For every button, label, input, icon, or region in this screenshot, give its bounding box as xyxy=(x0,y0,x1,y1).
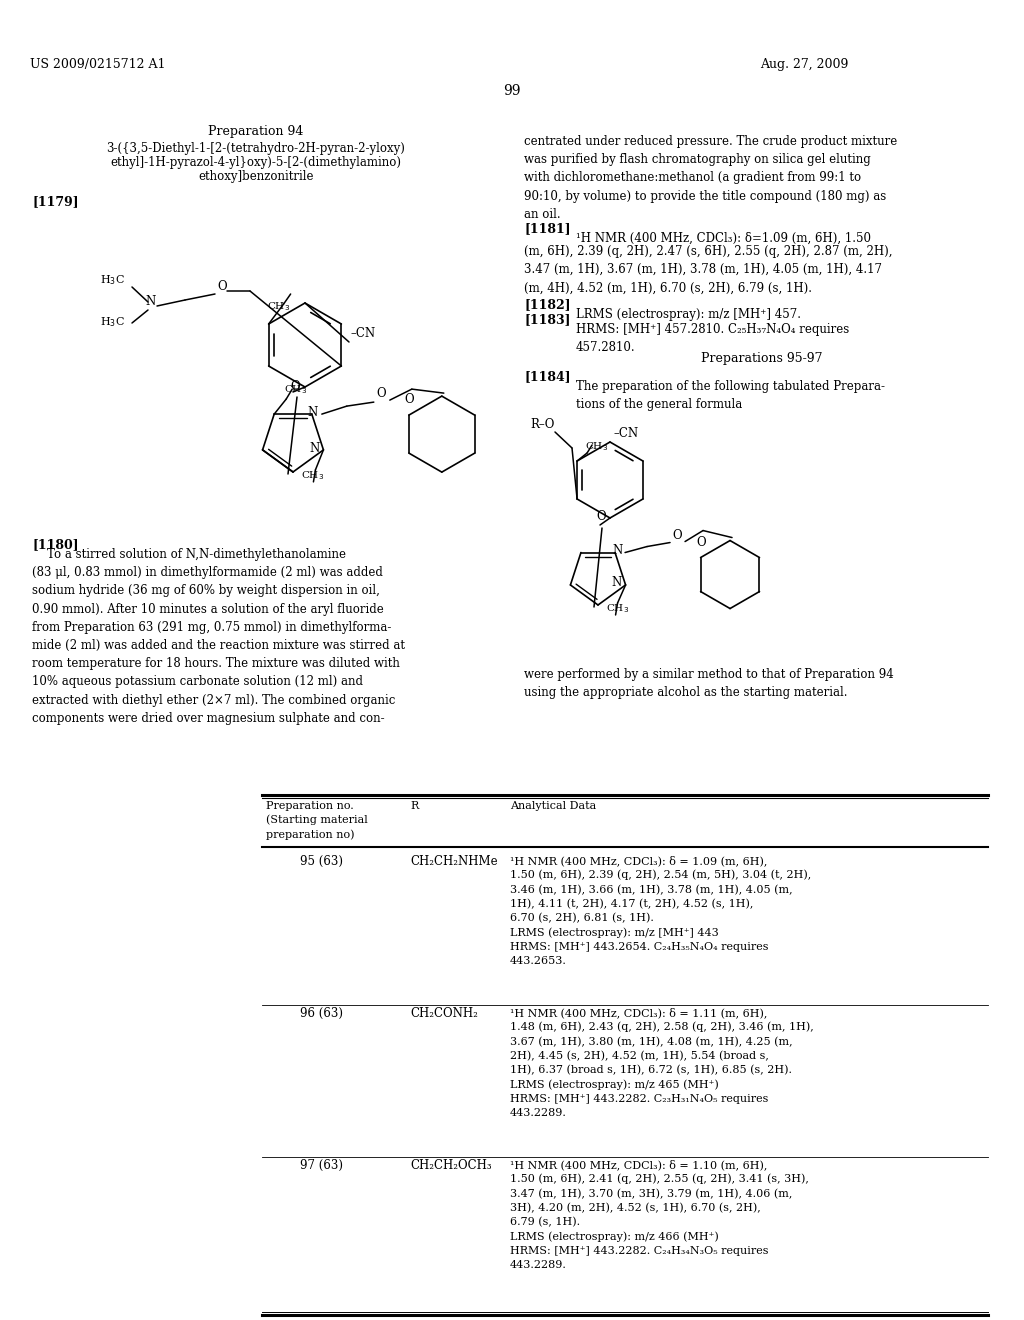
Text: CH$_3$: CH$_3$ xyxy=(285,383,307,396)
Text: CH₂CH₂OCH₃: CH₂CH₂OCH₃ xyxy=(410,1159,492,1172)
Text: 99: 99 xyxy=(503,84,521,98)
Text: R: R xyxy=(410,801,418,810)
Text: were performed by a similar method to that of Preparation 94
using the appropria: were performed by a similar method to th… xyxy=(524,668,894,700)
Text: –CN: –CN xyxy=(350,327,375,341)
Text: 96 (63): 96 (63) xyxy=(299,1007,342,1020)
Text: H$_3$C: H$_3$C xyxy=(100,273,125,286)
Text: N: N xyxy=(308,407,318,420)
Text: CH$_3$: CH$_3$ xyxy=(605,602,629,615)
Text: O: O xyxy=(217,280,226,293)
Text: –CN: –CN xyxy=(613,426,638,440)
Text: Preparation no.
(Starting material
preparation no): Preparation no. (Starting material prepa… xyxy=(266,801,368,840)
Text: ¹H NMR (400 MHz, CDCl₃): δ=1.09 (m, 6H), 1.50: ¹H NMR (400 MHz, CDCl₃): δ=1.09 (m, 6H),… xyxy=(575,232,871,246)
Text: [1180]: [1180] xyxy=(32,539,79,550)
Text: ¹H NMR (400 MHz, CDCl₃): δ = 1.10 (m, 6H),
1.50 (m, 6H), 2.41 (q, 2H), 2.55 (q, : ¹H NMR (400 MHz, CDCl₃): δ = 1.10 (m, 6H… xyxy=(510,1159,809,1270)
Text: [1181]: [1181] xyxy=(524,222,570,235)
Text: N: N xyxy=(145,294,156,308)
Text: CH₂CH₂NHMe: CH₂CH₂NHMe xyxy=(410,855,498,869)
Text: O: O xyxy=(596,510,605,523)
Text: Preparation 94: Preparation 94 xyxy=(208,125,304,139)
Text: O: O xyxy=(290,380,300,393)
Text: N: N xyxy=(309,442,319,455)
Text: CH$_3$: CH$_3$ xyxy=(585,440,608,453)
Text: [1183]: [1183] xyxy=(524,313,570,326)
Text: HRMS: [MH⁺] 457.2810. C₂₅H₃₇N₄O₄ requires
457.2810.: HRMS: [MH⁺] 457.2810. C₂₅H₃₇N₄O₄ require… xyxy=(575,323,849,354)
Text: The preparation of the following tabulated Prepara-
tions of the general formula: The preparation of the following tabulat… xyxy=(575,380,885,412)
Text: (m, 6H), 2.39 (q, 2H), 2.47 (s, 6H), 2.55 (q, 2H), 2.87 (m, 2H),
3.47 (m, 1H), 3: (m, 6H), 2.39 (q, 2H), 2.47 (s, 6H), 2.5… xyxy=(524,246,893,294)
Text: [1182]: [1182] xyxy=(524,298,570,312)
Text: R–O: R–O xyxy=(530,418,554,432)
Text: ¹H NMR (400 MHz, CDCl₃): δ = 1.11 (m, 6H),
1.48 (m, 6H), 2.43 (q, 2H), 2.58 (q, : ¹H NMR (400 MHz, CDCl₃): δ = 1.11 (m, 6H… xyxy=(510,1007,814,1118)
Text: ethoxy]benzonitrile: ethoxy]benzonitrile xyxy=(199,170,313,183)
Text: O: O xyxy=(696,536,707,549)
Text: O: O xyxy=(672,528,682,541)
Text: centrated under reduced pressure. The crude product mixture
was purified by flas: centrated under reduced pressure. The cr… xyxy=(524,135,897,220)
Text: ¹H NMR (400 MHz, CDCl₃): δ = 1.09 (m, 6H),
1.50 (m, 6H), 2.39 (q, 2H), 2.54 (m, : ¹H NMR (400 MHz, CDCl₃): δ = 1.09 (m, 6H… xyxy=(510,855,811,966)
Text: CH₂CONH₂: CH₂CONH₂ xyxy=(410,1007,478,1020)
Text: Analytical Data: Analytical Data xyxy=(510,801,596,810)
Text: To a stirred solution of N,N-dimethylethanolamine
(83 μl, 0.83 mmol) in dimethyl: To a stirred solution of N,N-dimethyleth… xyxy=(32,548,406,725)
Text: H$_3$C: H$_3$C xyxy=(100,315,125,329)
Text: US 2009/0215712 A1: US 2009/0215712 A1 xyxy=(30,58,166,71)
Text: N: N xyxy=(611,576,622,589)
Text: 97 (63): 97 (63) xyxy=(299,1159,342,1172)
Text: LRMS (electrospray): m/z [MH⁺] 457.: LRMS (electrospray): m/z [MH⁺] 457. xyxy=(575,308,801,321)
Text: CH$_3$: CH$_3$ xyxy=(266,300,290,313)
Text: N: N xyxy=(612,544,623,557)
Text: O: O xyxy=(403,393,414,407)
Text: CH$_3$: CH$_3$ xyxy=(301,469,325,482)
Text: [1179]: [1179] xyxy=(32,195,79,209)
Text: 3-({3,5-Diethyl-1-[2-(tetrahydro-2H-pyran-2-yloxy): 3-({3,5-Diethyl-1-[2-(tetrahydro-2H-pyra… xyxy=(106,143,406,154)
Text: [1184]: [1184] xyxy=(524,370,570,383)
Text: O: O xyxy=(377,387,386,400)
Text: 95 (63): 95 (63) xyxy=(299,855,342,869)
Text: Aug. 27, 2009: Aug. 27, 2009 xyxy=(760,58,848,71)
Text: Preparations 95-97: Preparations 95-97 xyxy=(701,352,822,366)
Text: ethyl]-1H-pyrazol-4-yl}oxy)-5-[2-(dimethylamino): ethyl]-1H-pyrazol-4-yl}oxy)-5-[2-(dimeth… xyxy=(111,156,401,169)
